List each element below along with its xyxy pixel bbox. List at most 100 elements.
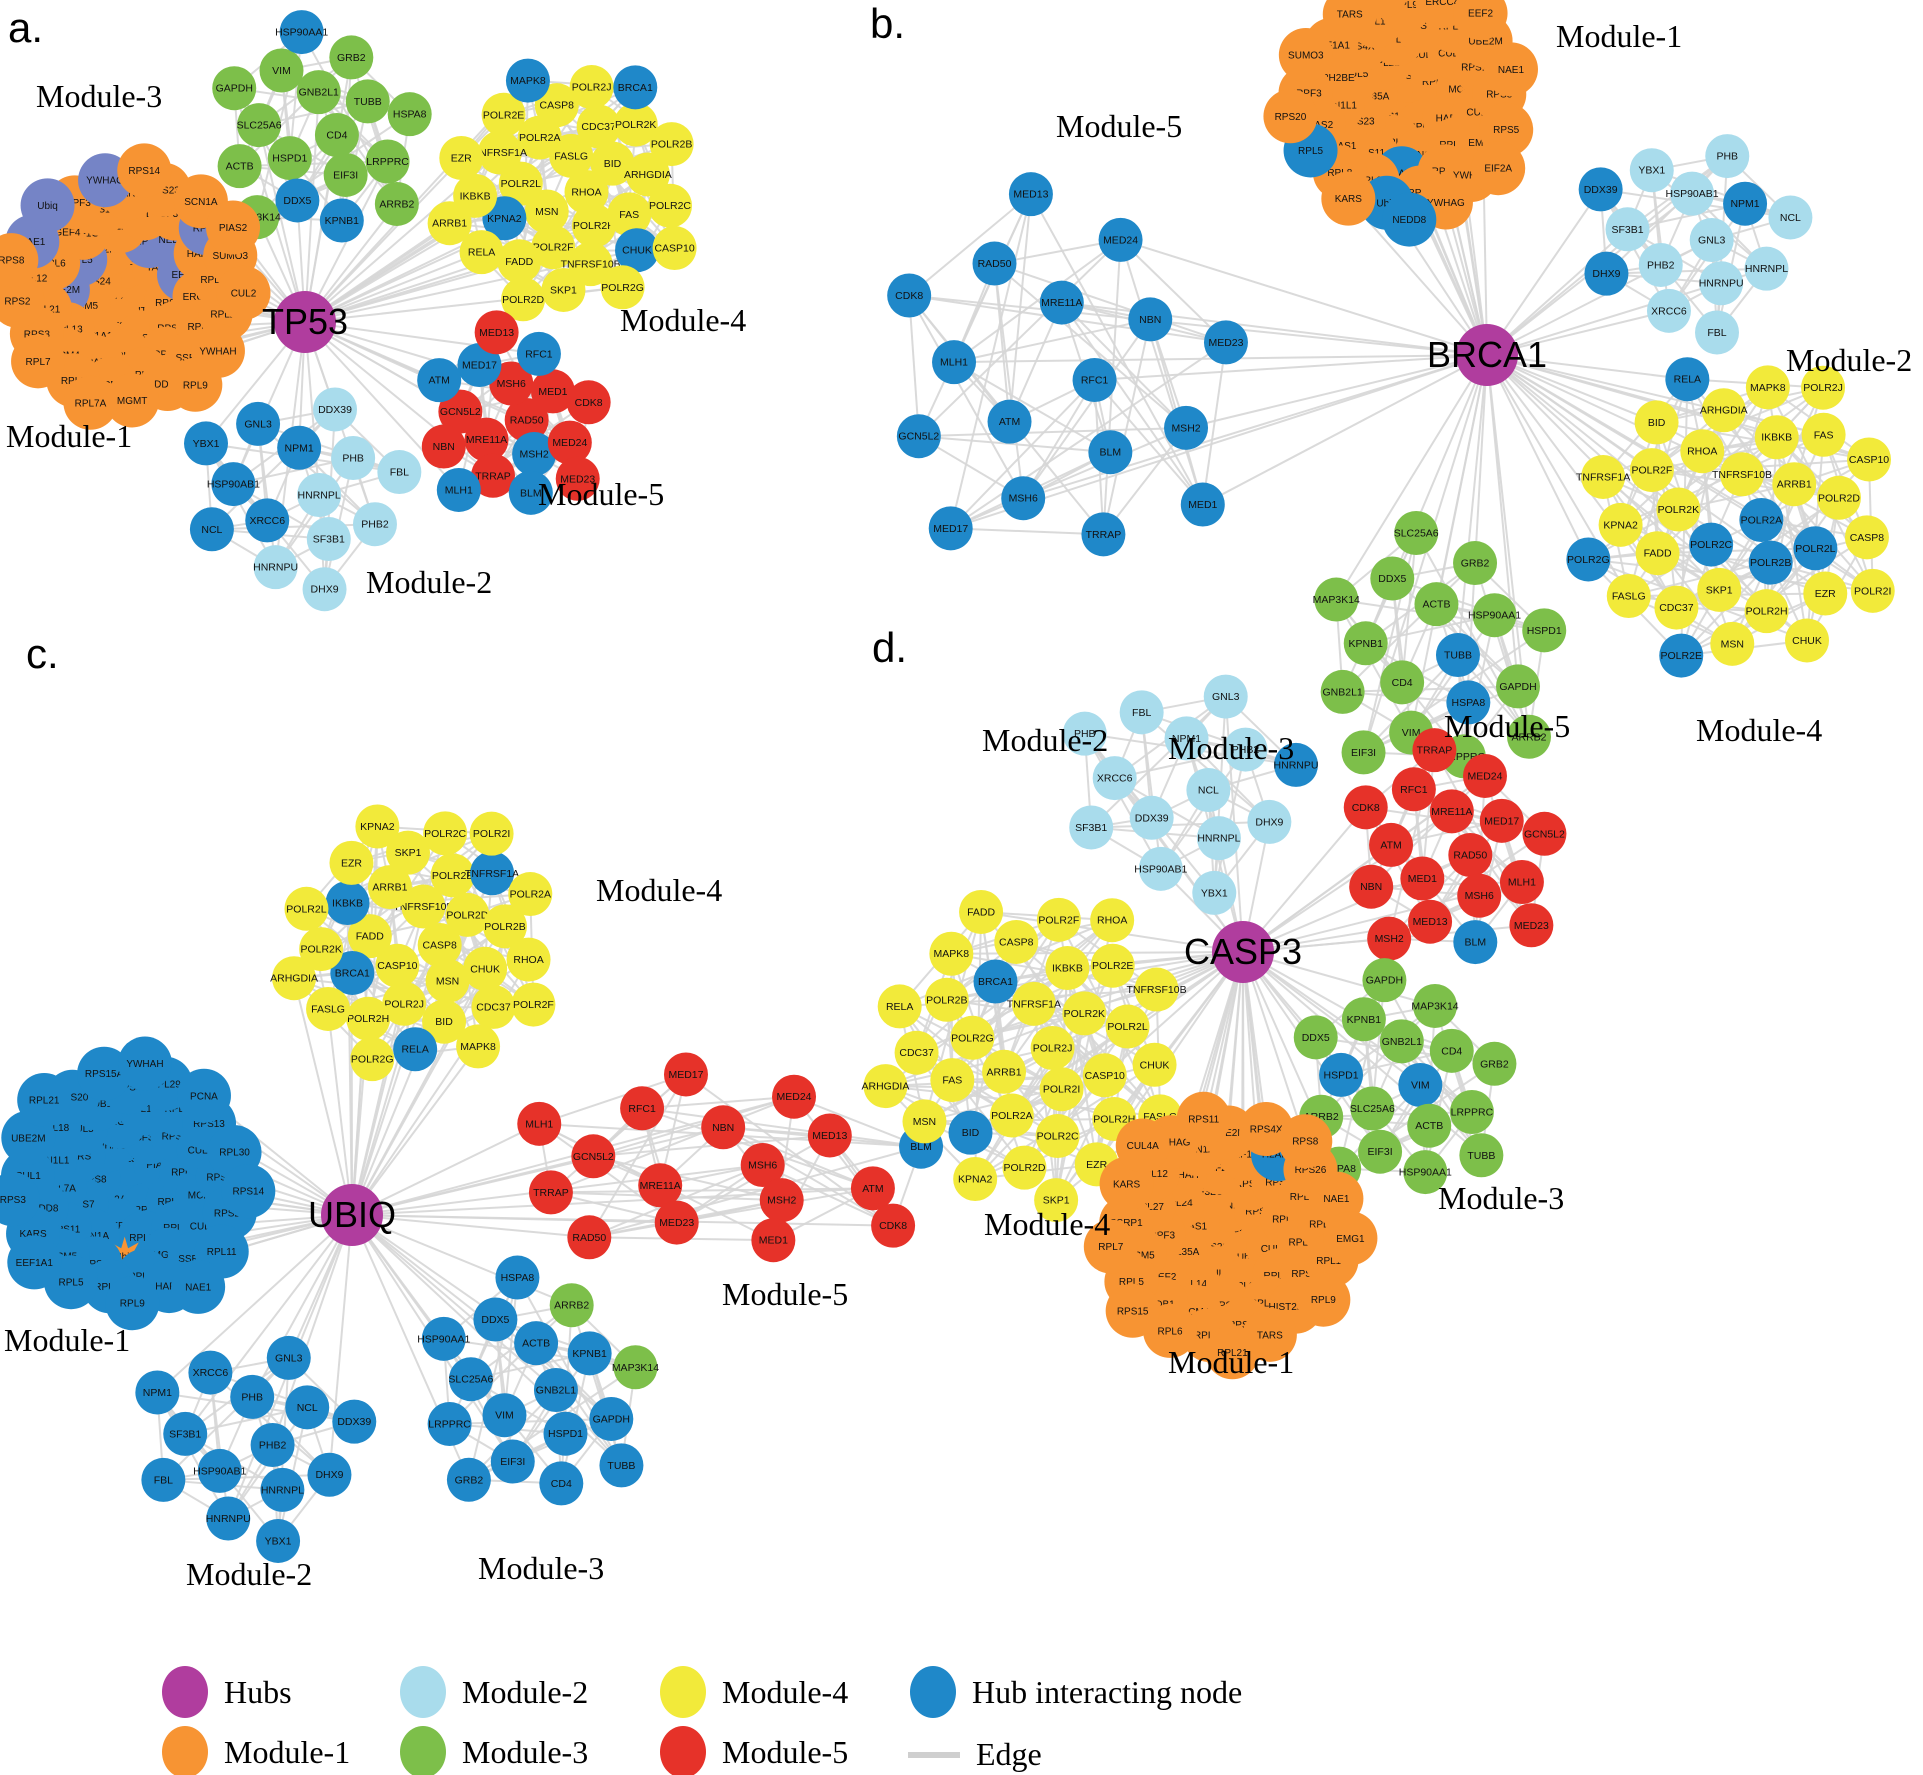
node-RPL7A [63,375,118,430]
node-label: RHOA [513,954,543,966]
node-label: POLR2H [1093,1114,1135,1126]
node-label: TUBB [607,1460,635,1472]
node-IKBKB [1045,946,1090,991]
node-label: HSPD1 [1527,625,1562,637]
node-label: XRCC6 [249,515,285,527]
node-label: EZR [341,857,362,869]
node-label: RPS4X [1342,41,1375,52]
node-label: MSN [913,1116,936,1128]
node-label: MED17 [462,360,497,372]
node-label: RPL30 [219,1148,250,1159]
node-LRPPRC [365,139,410,184]
node-MED24 [1462,753,1507,798]
node-label: YBX1 [1638,165,1665,177]
node-SKP1 [1697,567,1742,612]
node-label: MSH2 [1171,422,1200,434]
node-label: EIF2A [1484,164,1512,175]
node-label: RFC1 [1400,784,1428,796]
node-label: CASP10 [1085,1070,1125,1082]
node-label: NCL [1780,212,1801,224]
hub-node-CASP3 [1212,921,1274,983]
node-BID [422,999,467,1044]
node-CDC37 [576,104,621,149]
legend-label: Module-4 [722,1673,849,1710]
node-label: CASP10 [1849,454,1889,466]
node-PHB2 [250,1423,295,1467]
node-RPS15 [1105,1283,1160,1338]
node-label: MAPK8 [510,75,546,87]
node-TUBB [1459,1133,1504,1178]
node-label: PIAS1 [1179,1221,1208,1232]
node-label: TRRAP [475,470,511,482]
node-label: YWHAG [1427,198,1465,209]
node-label: CDC37 [476,1001,511,1013]
node-CASP10 [1082,1053,1127,1098]
node-MED23 [654,1200,699,1245]
node-label: KPNB1 [1349,638,1384,650]
node-POLR2C [423,811,468,856]
node-label: CHUK [1140,1059,1170,1071]
node-HSP90AA1 [279,10,324,55]
node-label: ACTB [1415,1120,1443,1132]
module-label: Module-5 [538,476,665,512]
node-FAS [607,192,652,237]
node-label: POLR2L [1107,1021,1147,1033]
node-label: MSH2 [520,449,549,461]
node-VIM [482,1393,527,1438]
node-TRRAP [528,1170,573,1215]
node-SLC25A6 [448,1357,493,1402]
node-NAE1 [171,1259,226,1314]
node-label: RPL21 [1369,58,1400,69]
node-MSH6 [1457,873,1502,918]
node-VIM [259,48,304,93]
node-label: BID [604,158,622,170]
node-MSH2 [512,432,557,477]
node-label: RAD50 [510,415,544,427]
node-label: POLR2J [384,998,424,1010]
node-label: PHB [1716,151,1738,163]
node-BLM [1453,920,1498,965]
node-Ubiq [20,178,75,233]
node-label: RPL29 [1289,1238,1320,1249]
node-label: RPS4X [206,1173,239,1184]
node-TNFRSF1A [477,130,522,175]
node-MED1 [1180,482,1225,527]
node-label: POLR2D [446,909,488,921]
node-label: CUL1 [15,1171,41,1182]
node-PHB [230,1374,275,1419]
module-label: Module-3 [1438,1180,1565,1216]
node-label: MED1 [1408,873,1437,885]
node-label: KPNA2 [487,213,522,225]
node-POLR2C [1035,1114,1080,1159]
node-NPM1 [1723,181,1768,226]
node-GRB2 [329,35,374,80]
node-label: POLR2G [951,1032,994,1044]
node-KPNB1 [319,198,364,243]
node-label: SCN1A [1182,1145,1216,1156]
node-label: SUMO3 [212,251,248,262]
node-label: XRCC6 [1651,305,1687,317]
node-label: RPL24 [1162,1198,1193,1209]
node-GNL3 [1203,674,1248,719]
node-label: HSP90AB1 [1666,188,1719,200]
node-label: CDK8 [1352,802,1380,814]
node-label: YWHAG [1153,1138,1191,1149]
node-label: RPL7 [26,357,51,368]
node-RPS14 [117,143,172,198]
node-label: RPL10A [127,1104,165,1115]
node-ARHGDIA [625,152,670,197]
node-POLR2I [469,811,514,856]
node-RPL7 [1083,1219,1138,1274]
node-label: PIAS2 [219,223,248,234]
node-label: RPS14 [232,1187,264,1198]
module-label: Module-4 [620,302,747,338]
node-BLM [508,470,553,515]
node-RFC1 [1072,358,1117,402]
node-ARRB1 [1772,462,1817,507]
node-PHB [1062,711,1107,756]
node-label: TRRAP [1417,745,1453,757]
node-label: ARRB1 [1777,479,1812,491]
node-label: HSP90AA1 [1399,1167,1452,1179]
node-label: RPL9 [1311,1295,1336,1306]
